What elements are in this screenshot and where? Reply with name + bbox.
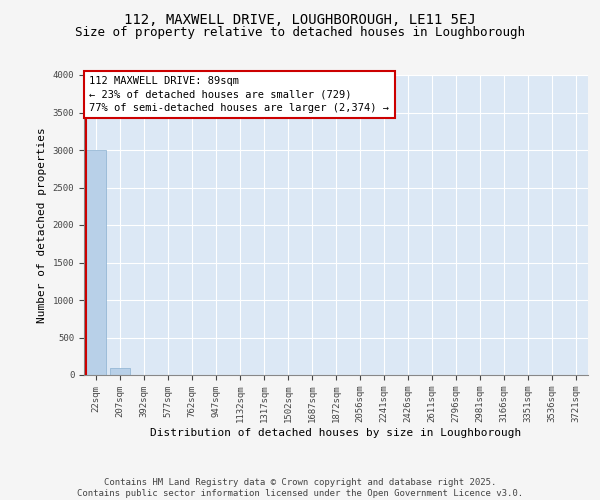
Bar	[86, 150, 106, 375]
Text: Contains HM Land Registry data © Crown copyright and database right 2025.
Contai: Contains HM Land Registry data © Crown c…	[77, 478, 523, 498]
Text: 112 MAXWELL DRIVE: 89sqm
← 23% of detached houses are smaller (729)
77% of semi-: 112 MAXWELL DRIVE: 89sqm ← 23% of detach…	[89, 76, 389, 113]
Text: 112, MAXWELL DRIVE, LOUGHBOROUGH, LE11 5EJ: 112, MAXWELL DRIVE, LOUGHBOROUGH, LE11 5…	[124, 12, 476, 26]
Bar	[110, 368, 130, 375]
Y-axis label: Number of detached properties: Number of detached properties	[37, 127, 47, 323]
X-axis label: Distribution of detached houses by size in Loughborough: Distribution of detached houses by size …	[151, 428, 521, 438]
Text: Size of property relative to detached houses in Loughborough: Size of property relative to detached ho…	[75, 26, 525, 39]
